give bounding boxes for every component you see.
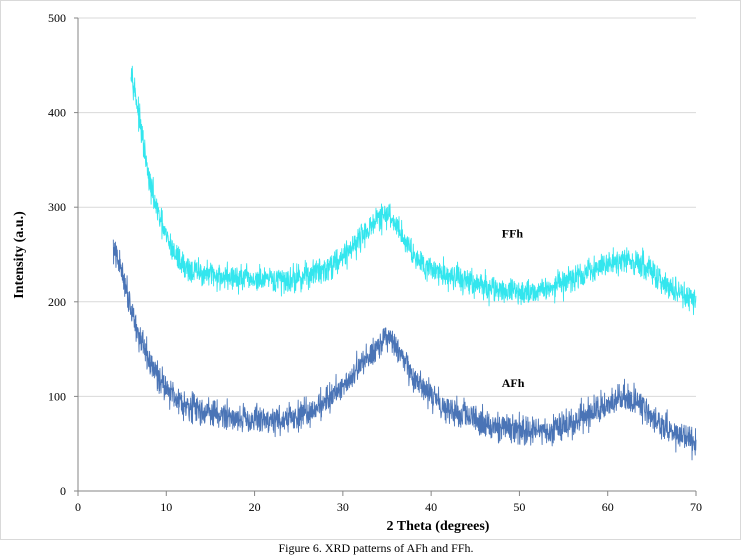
x-tick-labels: 0 10 20 30 40 50 60 70 xyxy=(75,500,702,514)
axes xyxy=(74,17,697,496)
y-tick-label-300: 300 xyxy=(48,200,66,214)
figure-caption: Figure 6. XRD patterns of AFh and FFh. xyxy=(278,541,474,555)
y-tick-label-200: 200 xyxy=(48,295,66,309)
y-tick-label-0: 0 xyxy=(60,484,66,498)
series-line-afh xyxy=(112,239,697,461)
y-tick-label-100: 100 xyxy=(48,389,66,403)
y-tick-label-500: 500 xyxy=(48,11,66,25)
x-tick-label-0: 0 xyxy=(75,500,81,514)
x-tick-label-40: 40 xyxy=(425,500,437,514)
x-tick-label-10: 10 xyxy=(160,500,172,514)
x-tick-label-50: 50 xyxy=(513,500,525,514)
chart-border xyxy=(0,0,741,540)
y-tick-label-400: 400 xyxy=(48,106,66,120)
series-layer xyxy=(112,65,697,461)
x-tick-label-20: 20 xyxy=(249,500,261,514)
series-label-afh: AFh xyxy=(502,376,525,390)
x-axis-title: 2 Theta (degrees) xyxy=(387,519,490,534)
series-line-ffh xyxy=(130,65,697,316)
series-label-ffh: FFh xyxy=(502,226,524,240)
x-tick-label-60: 60 xyxy=(602,500,614,514)
x-tick-label-30: 30 xyxy=(337,500,349,514)
series-labels: FFh AFh xyxy=(502,226,525,389)
x-tick-label-70: 70 xyxy=(690,500,702,514)
y-tick-labels: 0 100 200 300 400 500 xyxy=(48,11,66,498)
y-axis-title: Intensity (a.u.) xyxy=(12,211,27,299)
